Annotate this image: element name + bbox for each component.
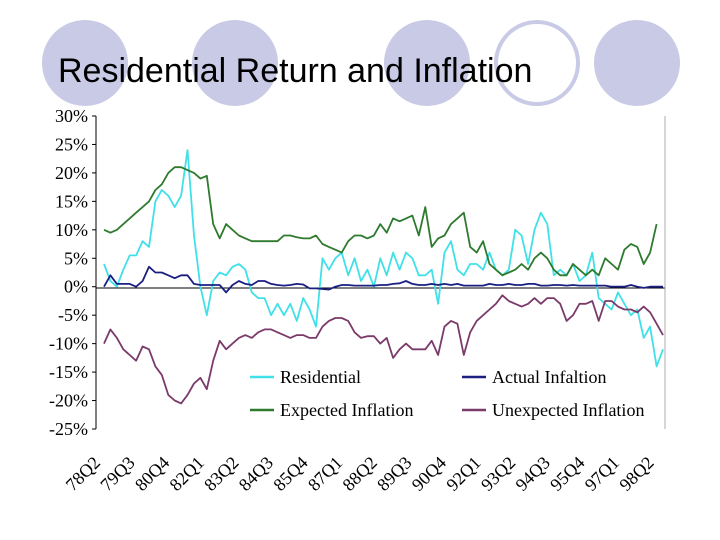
x-tick-label: 97Q1 (581, 452, 623, 494)
legend-label: Residential (280, 367, 361, 387)
x-tick-label: 92Q1 (442, 452, 484, 494)
y-tick-label: 10% (55, 220, 88, 240)
decorative-ring-1 (494, 20, 580, 106)
legend-label: Actual Infaltion (492, 367, 606, 387)
legend-label: Unexpected Inflation (492, 400, 644, 420)
legend-label: Expected Inflation (280, 400, 413, 420)
x-tick-label: 88Q2 (338, 452, 380, 494)
decorative-circle-1 (42, 20, 128, 106)
x-tick-label: 93Q2 (477, 452, 519, 494)
y-axis-ticks: 30% 25% 20% 15% 10% 5% 0% -5% -10% -15% -20% -25% (49, 106, 96, 439)
x-tick-label: 83Q2 (200, 452, 242, 494)
y-tick-label: 20% (55, 163, 88, 183)
series-line-2 (103, 166, 658, 277)
y-tick-label: 15% (55, 191, 88, 211)
y-tick-label: 5% (64, 248, 88, 268)
y-tick-label: 30% (55, 106, 88, 126)
x-tick-label: 87Q1 (304, 452, 346, 494)
x-tick-label: 89Q3 (373, 452, 415, 494)
series-line-0 (103, 149, 664, 368)
slide-title: Residential Return and Inflation (58, 52, 533, 90)
y-tick-label: -20% (49, 391, 88, 411)
x-axis-ticks: 78Q279Q380Q482Q183Q284Q385Q487Q188Q289Q3… (62, 452, 658, 494)
x-tick-label: 85Q4 (269, 452, 311, 494)
series-line-1 (103, 265, 663, 294)
y-tick-label: -15% (49, 362, 88, 382)
x-tick-label: 84Q3 (235, 452, 277, 494)
y-tick-label: 25% (55, 134, 88, 154)
decorative-circle-2 (192, 20, 278, 106)
series-lines (103, 149, 664, 405)
x-tick-label: 82Q1 (165, 452, 207, 494)
x-tick-label: 98Q2 (615, 452, 657, 494)
x-tick-label: 79Q3 (96, 452, 138, 494)
x-tick-label: 94Q3 (511, 452, 553, 494)
y-tick-label: -10% (49, 334, 88, 354)
x-tick-label: 80Q4 (131, 452, 173, 494)
series-line-3 (103, 294, 664, 405)
x-tick-label: 78Q2 (62, 452, 104, 494)
x-tick-label: 95Q4 (546, 452, 588, 494)
y-tick-label: -25% (49, 419, 88, 439)
legend: Residential Actual Infaltion Expected Infl… (250, 367, 644, 420)
y-tick-label: -5% (58, 305, 88, 325)
decorative-circle-4 (594, 20, 680, 106)
x-tick-label: 90Q4 (408, 452, 450, 494)
y-tick-label: 0% (64, 277, 88, 297)
decorative-circle-3 (384, 20, 470, 106)
